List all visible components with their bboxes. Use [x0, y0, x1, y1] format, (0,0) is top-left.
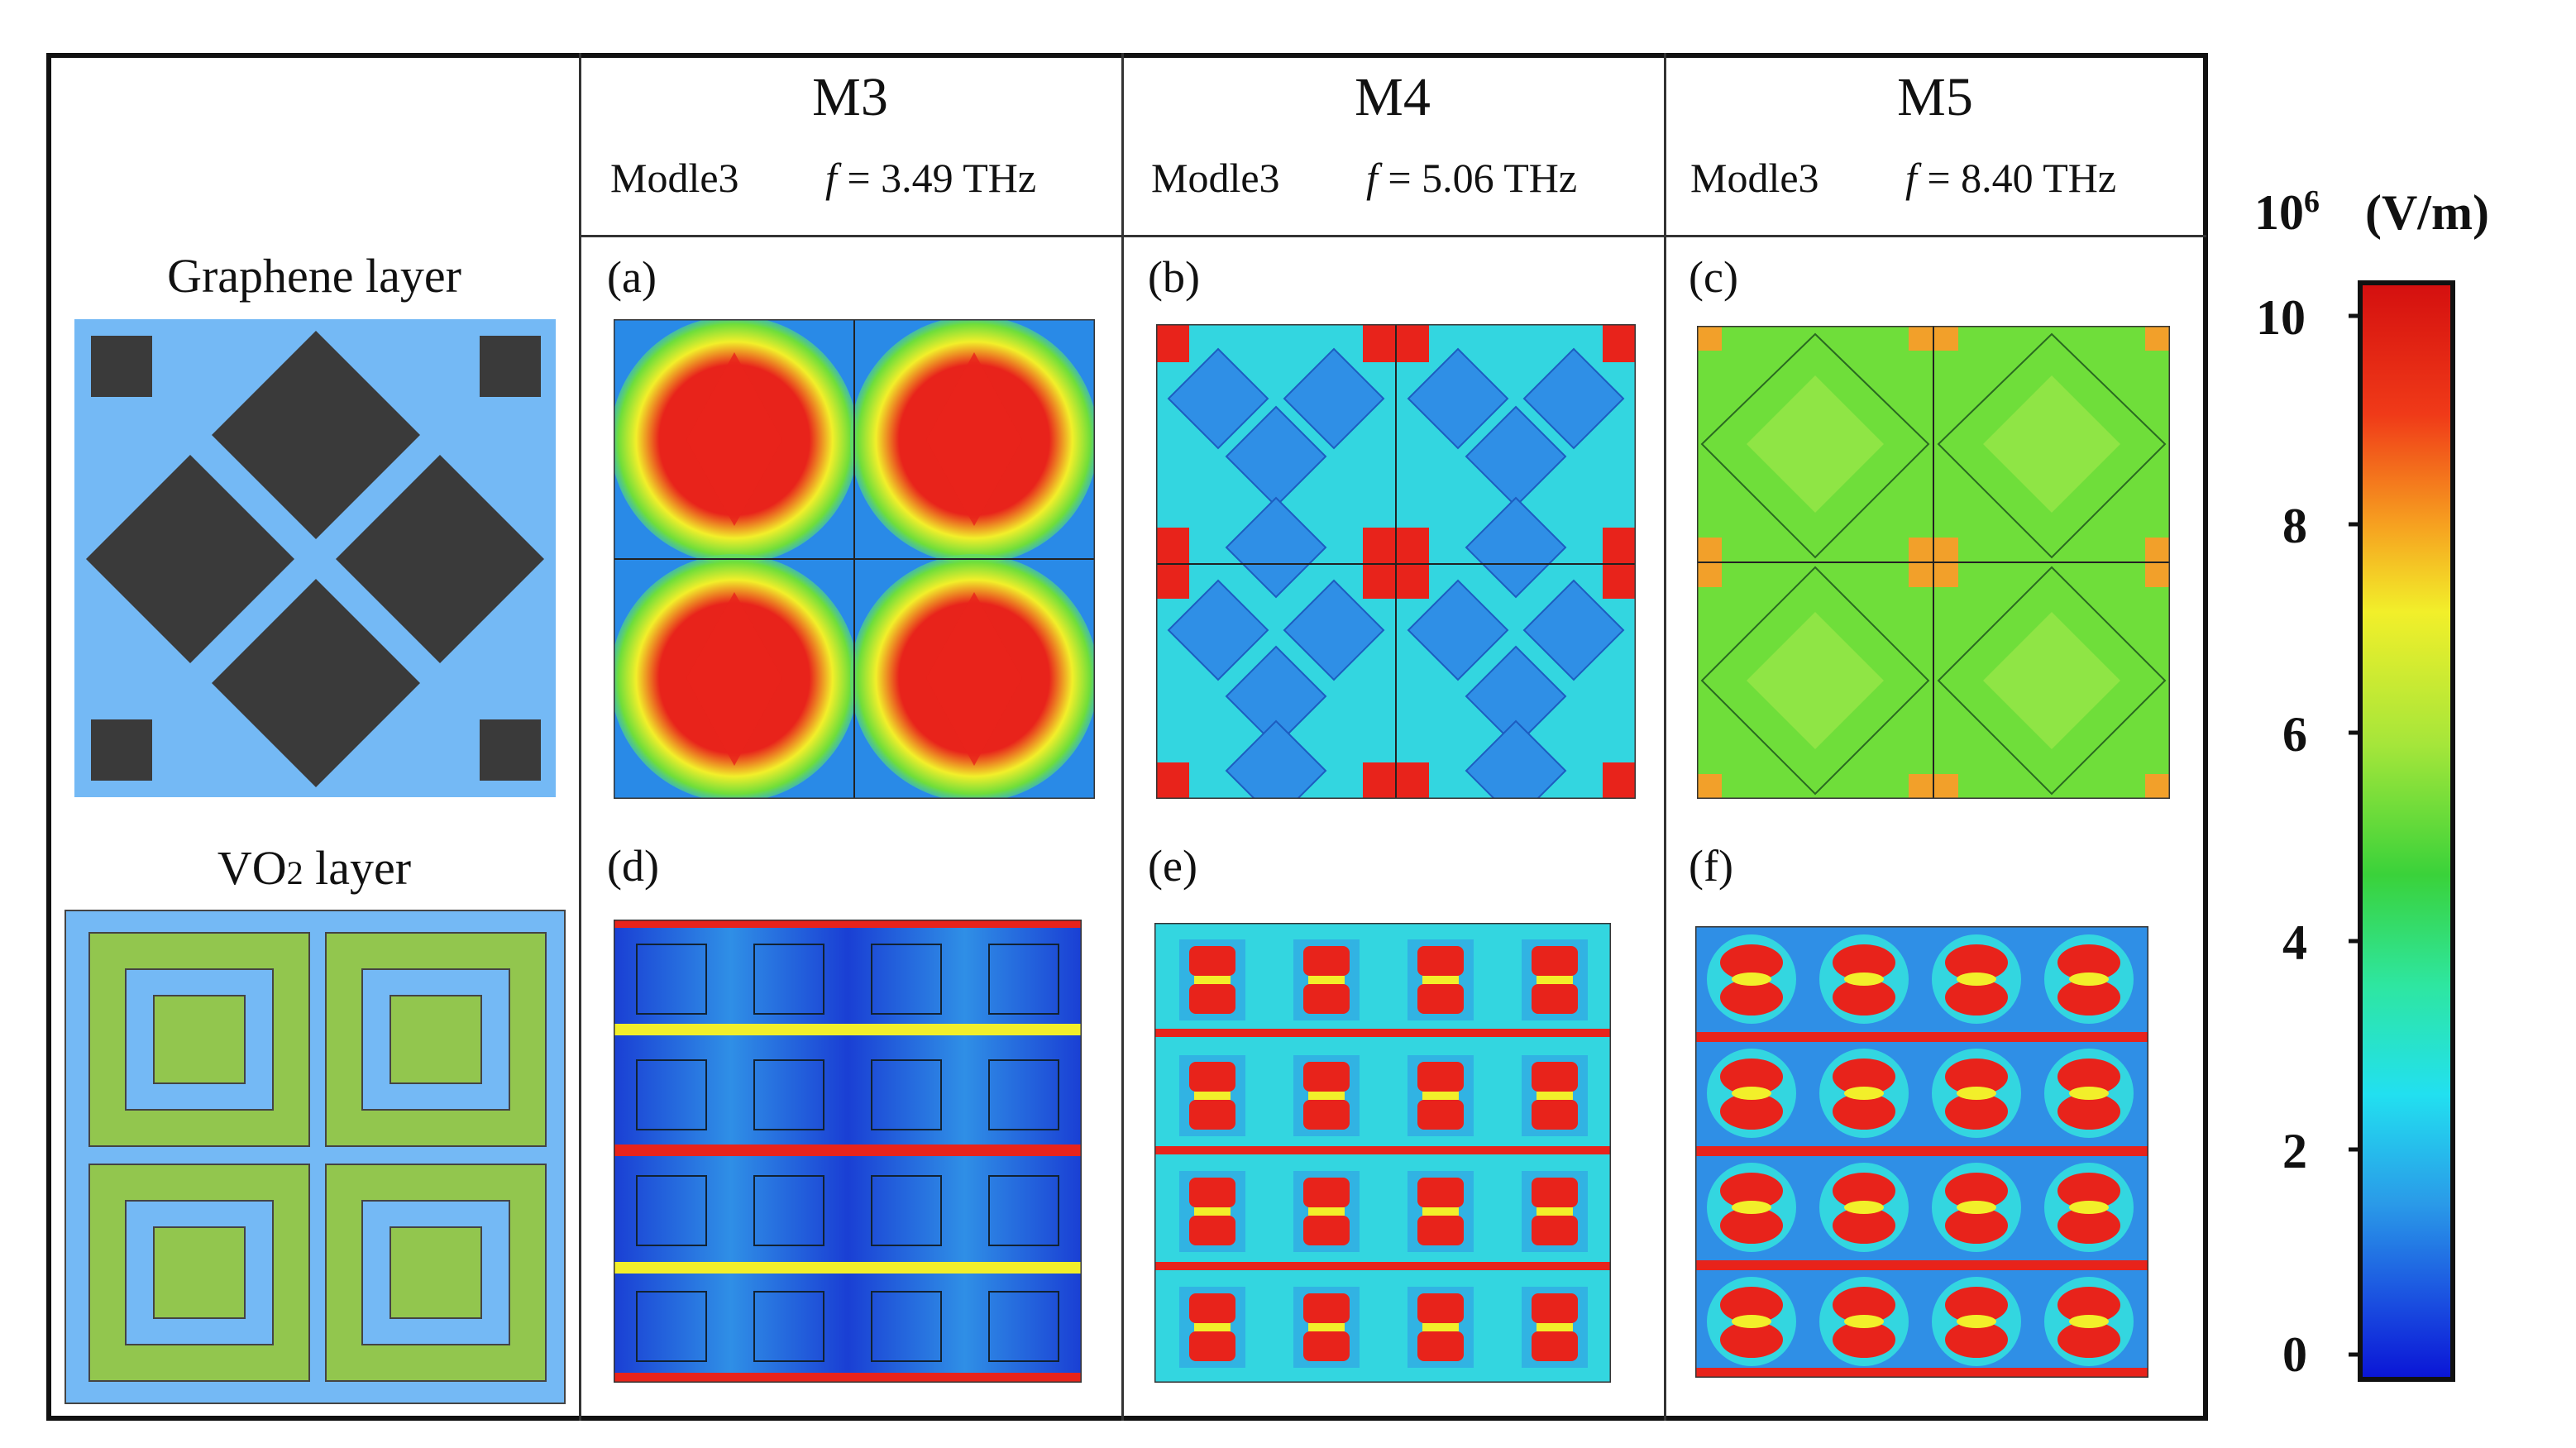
- panel-label-e: (e): [1148, 841, 1197, 891]
- frequency-label: f = 8.40 THz: [1905, 155, 2117, 201]
- model-label: Modle3: [1151, 155, 1280, 201]
- hotspot: [1156, 324, 1189, 362]
- figure-frame: [46, 53, 2208, 1421]
- hotspot: [1603, 762, 1636, 799]
- vo2-layer-label: VO2 layer: [217, 841, 412, 895]
- mode-title-m3: M3: [812, 67, 888, 127]
- graphene-corner-patch: [91, 336, 152, 397]
- colorbar-tick-label: 4: [2282, 915, 2307, 970]
- graphene-diamond: [212, 579, 420, 787]
- vo2-ring-unit: [325, 1164, 547, 1382]
- column-divider: [1121, 53, 1124, 1421]
- hotspot: [1156, 762, 1189, 799]
- field-plot-b: [1156, 324, 1636, 799]
- graphene-corner-patch: [480, 336, 541, 397]
- colorbar-unit: 106 (V/m): [2254, 184, 2489, 240]
- graphene-layer-diagram: [74, 319, 556, 797]
- field-plot-c: [1697, 326, 2170, 799]
- vo2-ring-unit: [88, 1164, 310, 1382]
- frequency-label: f = 3.49 THz: [825, 155, 1037, 201]
- graphene-corner-patch: [480, 719, 541, 781]
- mode-title-m5: M5: [1897, 67, 1973, 127]
- panel-label-d: (d): [607, 841, 659, 891]
- model-label: Modle3: [1690, 155, 1819, 201]
- panel-label-b: (b): [1148, 252, 1200, 302]
- graphene-diamond: [336, 455, 544, 663]
- field-plot-d: [614, 920, 1082, 1383]
- panel-label-c: (c): [1689, 252, 1738, 302]
- colorbar-tick-label: 10: [2256, 290, 2306, 345]
- colorbar: [2349, 280, 2455, 1382]
- model-label: Modle3: [610, 155, 739, 201]
- column-divider: [1664, 53, 1666, 1421]
- vo2-ring-unit: [88, 932, 310, 1147]
- vo2-layer-diagram: [65, 910, 566, 1404]
- graphene-diamond: [86, 455, 294, 663]
- colorbar-tick-label: 6: [2282, 707, 2307, 762]
- vo2-ring-unit: [325, 932, 547, 1147]
- field-plot-f: [1695, 926, 2148, 1378]
- graphene-layer-label: Graphene layer: [167, 249, 461, 303]
- colorbar-tick-label: 8: [2282, 499, 2307, 553]
- mode-title-m4: M4: [1355, 67, 1431, 127]
- colorbar-tick-label: 0: [2282, 1327, 2307, 1382]
- panel-label-f: (f): [1689, 841, 1733, 891]
- colorbar-tick-label: 2: [2282, 1124, 2307, 1178]
- field-plot-e: [1154, 923, 1611, 1383]
- column-divider: [579, 53, 581, 1421]
- field-plot-a: [614, 319, 1095, 799]
- header-divider: [579, 235, 2206, 237]
- hotspot: [1603, 324, 1636, 362]
- frequency-label: f = 5.06 THz: [1366, 155, 1578, 201]
- panel-label-a: (a): [607, 252, 657, 302]
- graphene-diamond: [212, 331, 420, 539]
- graphene-corner-patch: [91, 719, 152, 781]
